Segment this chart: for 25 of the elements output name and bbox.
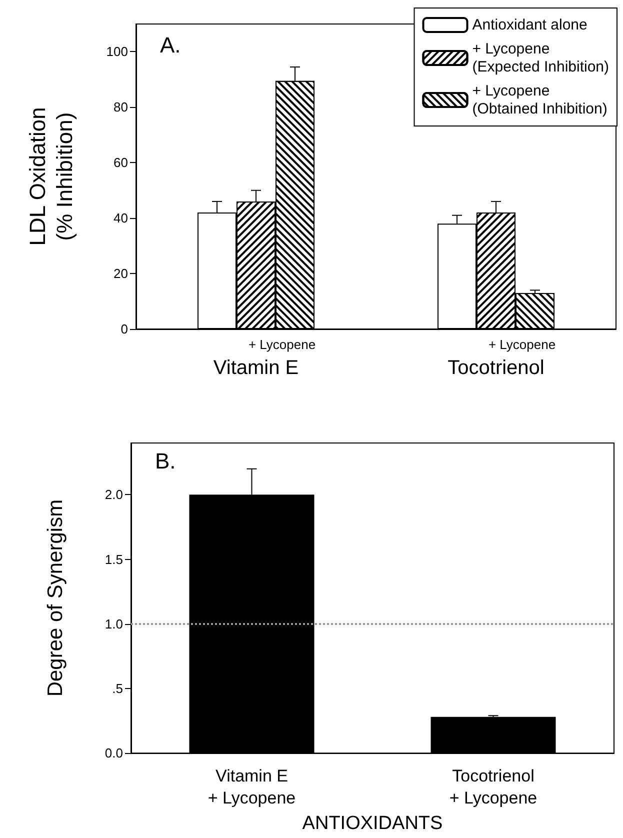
y-tick-label: 40 (114, 210, 128, 226)
x-axis-title: ANTIOXIDANTS (302, 813, 443, 834)
annotation: B. (155, 448, 176, 474)
text: + Lycopene (488, 337, 556, 352)
y-tick-label: 0 (120, 322, 128, 336)
annotation: A. (160, 32, 181, 58)
y-tick-label: 0.0 (104, 746, 123, 761)
y-tick-label: 1.0 (104, 616, 123, 632)
y-tick-label: 1.5 (104, 552, 123, 567)
x-tick-label: Tocotrienol (448, 357, 544, 379)
y-tick-label: 60 (114, 155, 128, 170)
legend-label: + Lycopene (Obtained Inhibition) (472, 82, 608, 118)
y-tick-label: 20 (114, 266, 128, 282)
legend-label: Antioxidant alone (472, 16, 588, 34)
legend-label: + Lycopene (Expected Inhibition) (472, 40, 610, 76)
y-tick-label: 100 (106, 44, 128, 60)
y-axis-title: LDL Oxidation (% Inhibition) (25, 107, 77, 246)
y-tick-label: 80 (114, 100, 128, 115)
x-tick-label: Vitamin E (213, 357, 299, 379)
y-tick-label: .5 (112, 680, 123, 696)
y-tick-label: 2.0 (104, 487, 123, 502)
y-axis-title: Degree of Synergism (44, 499, 67, 697)
x-tick-label: Vitamin E + Lycopene (208, 766, 296, 808)
x-tick-label: Tocotrienol + Lycopene (449, 766, 538, 808)
text: + Lycopene (248, 337, 316, 352)
